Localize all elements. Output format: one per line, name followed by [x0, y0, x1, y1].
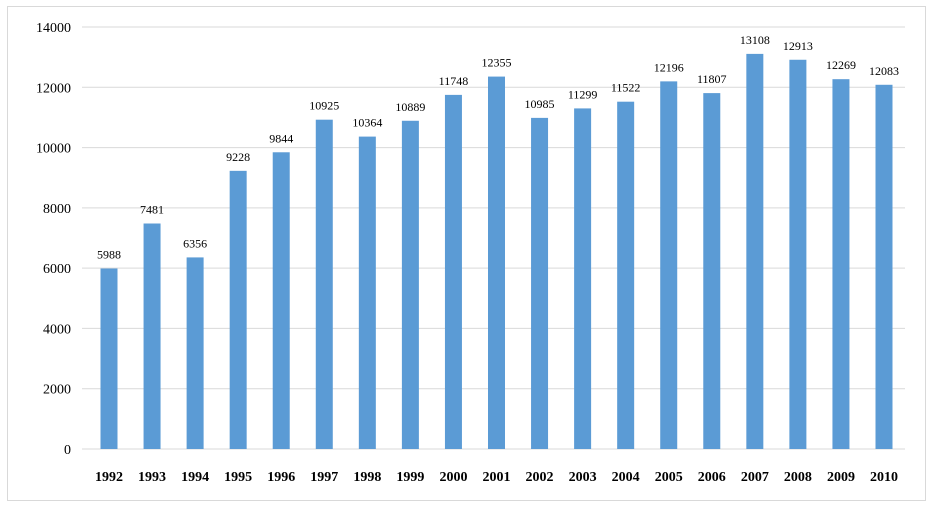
y-tick-label: 2000 [43, 383, 71, 398]
bar-1993 [143, 223, 161, 449]
x-tick-label-1999: 1999 [396, 470, 424, 485]
data-label-1997: 10925 [309, 99, 339, 113]
bar-1995 [229, 170, 247, 449]
bar-2010 [875, 84, 893, 449]
data-label-1995: 9228 [226, 150, 250, 164]
x-tick-label-2006: 2006 [698, 470, 726, 485]
data-label-2005: 12196 [654, 60, 684, 74]
bar-2007 [746, 53, 764, 450]
bar-1997 [315, 119, 333, 450]
x-tick-label-2009: 2009 [827, 470, 855, 485]
bar-2005 [660, 81, 678, 449]
y-tick-label: 8000 [43, 202, 71, 217]
bar-1999 [401, 120, 419, 450]
bar-1994 [186, 257, 204, 449]
bar-2008 [789, 59, 807, 449]
x-tick-label-2007: 2007 [741, 470, 769, 485]
data-label-2008: 12913 [783, 39, 813, 53]
y-tick-label: 4000 [43, 322, 71, 337]
bar-2009 [832, 79, 850, 450]
data-label-1998: 10364 [352, 116, 382, 130]
data-label-1999: 10889 [395, 100, 425, 114]
x-tick-label-2000: 2000 [439, 470, 467, 485]
x-tick-label-1995: 1995 [224, 470, 252, 485]
data-label-2007: 13108 [740, 33, 770, 47]
y-tick-label: 10000 [36, 142, 71, 157]
y-tick-label: 0 [64, 443, 71, 458]
x-axis-ticks: 1992 1993 1994 1995 1996 1997 1998 1999 2000 2001… [95, 470, 898, 485]
bar-1998 [358, 136, 376, 449]
x-tick-label-2010: 2010 [870, 470, 898, 485]
data-label-1992: 5988 [97, 248, 121, 262]
x-tick-label-2004: 2004 [612, 470, 640, 485]
bar-2001 [488, 76, 505, 450]
x-tick-label-2003: 2003 [569, 470, 597, 485]
bars [100, 53, 893, 450]
x-tick-label-1994: 1994 [181, 470, 209, 485]
bar-2000 [444, 94, 462, 449]
data-label-1996: 9844 [269, 131, 293, 145]
data-label-2000: 11748 [439, 74, 469, 88]
data-label-2006: 11807 [697, 72, 727, 86]
data-label-2004: 11522 [611, 81, 641, 95]
data-label-1994: 6356 [183, 236, 207, 250]
y-axis-ticks: 0 2000 4000 6000 8000 10000 12000 14000 [36, 21, 71, 458]
y-tick-label: 12000 [36, 81, 71, 96]
data-labels: 5988 7481 6356 9228 9844 10925 10364 10889 11748… [97, 33, 899, 262]
x-tick-label-1992: 1992 [95, 470, 123, 485]
y-tick-label: 6000 [43, 262, 71, 277]
data-label-2002: 10985 [525, 97, 555, 111]
x-tick-label-1997: 1997 [310, 470, 338, 485]
bar-1992 [100, 268, 118, 449]
bar-1996 [272, 152, 290, 449]
data-label-2009: 12269 [826, 58, 856, 72]
data-label-2010: 12083 [869, 64, 899, 78]
x-tick-label-2005: 2005 [655, 470, 683, 485]
data-label-2001: 12355 [482, 56, 512, 70]
x-tick-label-1993: 1993 [138, 470, 166, 485]
y-tick-label: 14000 [36, 21, 71, 36]
bar-2004 [617, 101, 635, 449]
data-label-2003: 11299 [568, 87, 598, 101]
x-tick-label-2002: 2002 [526, 470, 554, 485]
x-tick-label-2008: 2008 [784, 470, 812, 485]
bar-2003 [574, 108, 592, 449]
bar-2002 [531, 117, 549, 450]
x-tick-label-1996: 1996 [267, 470, 295, 485]
bar-2006 [703, 93, 721, 450]
data-label-1993: 7481 [140, 203, 164, 217]
x-tick-label-2001: 2001 [483, 470, 511, 485]
x-tick-label-1998: 1998 [353, 470, 381, 485]
